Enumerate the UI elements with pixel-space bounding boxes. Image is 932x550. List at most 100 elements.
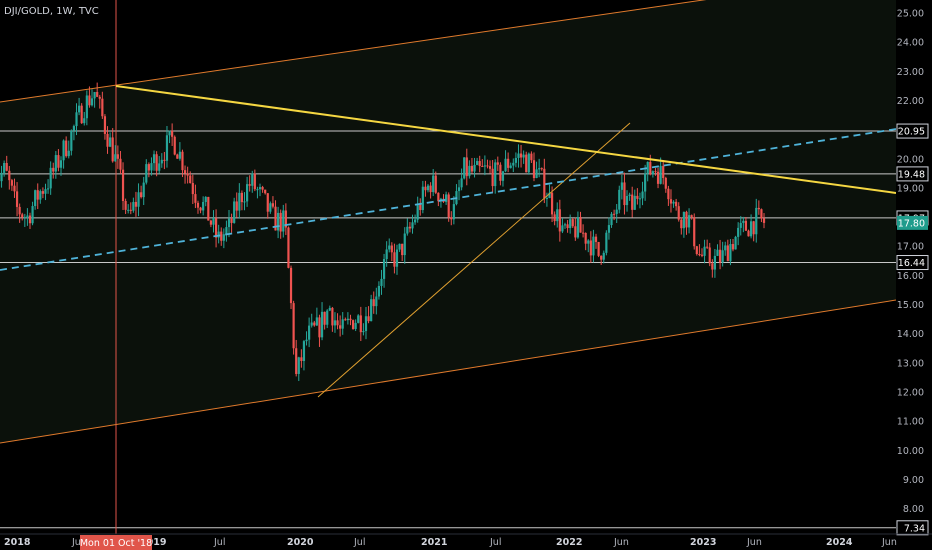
candlestick (59, 156, 63, 176)
candlestick (150, 157, 153, 176)
channel-fill (0, 0, 896, 443)
candlestick (401, 243, 404, 261)
time-tick-label: 2023 (690, 537, 716, 548)
price-tick-label: 23.00 (897, 67, 924, 78)
candlestick (362, 323, 365, 336)
candlestick (15, 182, 19, 217)
candlestick (217, 224, 220, 244)
candlestick (357, 314, 360, 324)
candlestick (284, 203, 287, 235)
price-axis[interactable]: 25.0024.0023.0022.0021.0020.0019.0018.00… (897, 9, 924, 516)
time-tick-label: Jul (489, 537, 501, 548)
candlestick (181, 149, 184, 178)
candlestick (36, 183, 39, 210)
last-price-badge: 17.80 (897, 215, 928, 230)
candlestick (90, 89, 94, 107)
candlestick (752, 220, 755, 242)
candlestick (266, 193, 269, 219)
candlestick (333, 312, 337, 333)
candlestick (483, 155, 486, 176)
candlestick (88, 86, 91, 108)
candlestick (587, 239, 590, 253)
candlestick (3, 160, 6, 177)
candlestick (134, 191, 138, 217)
candlestick (406, 218, 409, 236)
level-price-badge: 16.44 (896, 255, 929, 271)
candlestick (158, 156, 161, 174)
candlestick (429, 182, 432, 199)
candlestick (235, 192, 238, 218)
candlestick (8, 166, 11, 190)
candlestick (65, 136, 68, 158)
candlestick (165, 126, 169, 168)
candlestick (737, 222, 740, 246)
candlestick (121, 162, 125, 211)
candlestick (295, 339, 298, 377)
candlestick (646, 161, 649, 182)
badge-text: 7.34 (904, 523, 925, 534)
level-price-badge: 20.95 (896, 123, 929, 139)
candlestick (207, 196, 210, 221)
candlestick (698, 244, 701, 257)
candlestick (408, 222, 412, 233)
candlestick (545, 192, 549, 207)
candlestick (649, 154, 652, 176)
candlestick (145, 159, 148, 185)
candlestick (711, 259, 714, 278)
candlestick (656, 167, 660, 189)
price-tick-label: 12.00 (897, 387, 924, 398)
candlestick (447, 192, 450, 222)
candlestick (323, 311, 326, 330)
candlestick (274, 200, 277, 231)
candlestick (481, 159, 484, 168)
candlestick (31, 201, 34, 226)
candlestick (176, 153, 179, 159)
candlestick (96, 82, 99, 98)
candlestick (540, 167, 543, 171)
candlestick (326, 309, 329, 329)
candlestick (152, 150, 156, 171)
candlestick (706, 239, 709, 249)
candlestick (729, 239, 732, 266)
candlestick (132, 197, 135, 213)
candlestick (507, 152, 510, 173)
candlestick (173, 135, 176, 156)
time-tick-label: Jul (213, 537, 225, 548)
candlestick (644, 164, 647, 201)
candlestick (445, 191, 448, 205)
time-axis[interactable]: 2018 Jun 2019 Jul 2020 Jul 2021 Jul 2022 Jun 2023 J… (4, 537, 897, 548)
candlestick (372, 291, 375, 314)
candlestick (724, 241, 727, 256)
candlestick (760, 208, 763, 223)
candlestick (111, 128, 114, 163)
candlestick (119, 150, 122, 174)
candlestick (703, 239, 706, 264)
price-tick-label: 8.00 (903, 504, 924, 515)
candlestick (677, 202, 680, 222)
candlestick (202, 196, 205, 216)
candlestick (264, 189, 267, 195)
candlestick (5, 155, 8, 172)
candlestick (662, 160, 665, 185)
candlestick (695, 245, 698, 256)
candlestick (93, 91, 96, 108)
time-tick-label: 2024 (826, 537, 853, 548)
candlestick (452, 196, 455, 225)
candlestick (680, 217, 683, 235)
candlestick (530, 151, 533, 163)
candlestick (589, 231, 592, 263)
candlestick (597, 241, 600, 258)
candlestick (142, 176, 145, 205)
candlestick (341, 312, 344, 335)
candlestick (390, 242, 393, 262)
candlestick (147, 162, 150, 178)
candlestick (532, 152, 536, 182)
candlestick (522, 150, 525, 164)
candlestick (659, 157, 662, 185)
candlestick (103, 114, 107, 140)
candlestick (214, 209, 218, 248)
candlestick (509, 162, 512, 169)
candlestick (600, 255, 603, 265)
candlestick (726, 239, 729, 262)
